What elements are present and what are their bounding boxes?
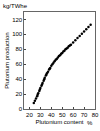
- svg-text:30: 30: [37, 112, 44, 118]
- svg-text:20: 20: [26, 112, 33, 118]
- svg-text:%: %: [87, 120, 93, 126]
- svg-text:kg/TWhe: kg/TWhe: [3, 3, 28, 9]
- svg-text:Plutonium content: Plutonium content: [35, 119, 83, 125]
- svg-text:40: 40: [48, 112, 55, 118]
- svg-text:120: 120: [12, 17, 23, 23]
- svg-text:60: 60: [16, 61, 23, 67]
- svg-text:40: 40: [16, 76, 23, 82]
- svg-text:80: 80: [92, 112, 99, 118]
- svg-text:Plutonium production: Plutonium production: [4, 32, 10, 88]
- svg-text:50: 50: [59, 112, 66, 118]
- svg-text:60: 60: [70, 112, 77, 118]
- svg-text:100: 100: [12, 31, 23, 37]
- svg-text:20: 20: [16, 91, 23, 97]
- svg-text:80: 80: [16, 46, 23, 52]
- svg-text:0: 0: [19, 106, 23, 112]
- svg-text:70: 70: [81, 112, 88, 118]
